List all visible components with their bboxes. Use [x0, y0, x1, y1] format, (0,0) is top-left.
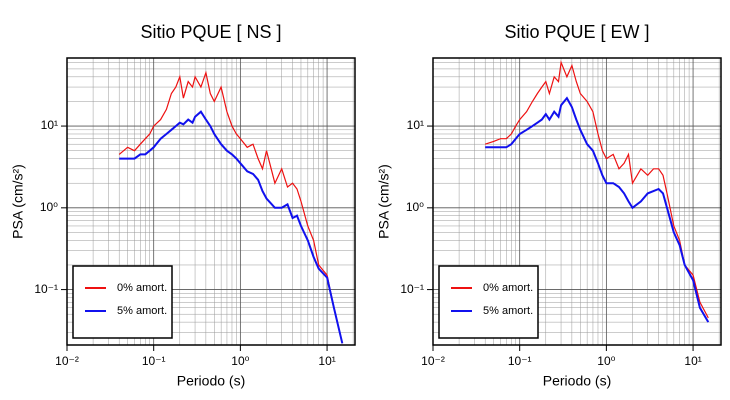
y-tick-label: 10⁰ — [40, 200, 58, 214]
x-tick-label: 10⁻² — [55, 354, 79, 368]
x-tick-label: 10¹ — [684, 354, 701, 368]
legend-label: 5% amort. — [117, 305, 167, 317]
y-tick-label: 10⁻¹ — [34, 282, 58, 296]
y-tick-label: 10¹ — [41, 118, 58, 132]
y-axis-label: PSA (cm/s²) — [376, 164, 392, 239]
legend-label: 0% amort. — [117, 282, 167, 294]
x-tick-label: 10⁰ — [231, 354, 249, 368]
y-axis-label: PSA (cm/s²) — [10, 164, 26, 239]
chart-title: Sitio PQUE [ EW ] — [504, 22, 649, 42]
legend-label: 0% amort. — [483, 282, 533, 294]
x-axis-label: Periodo (s) — [543, 373, 611, 389]
x-tick-label: 10⁻¹ — [142, 354, 166, 368]
data-line — [485, 96, 710, 323]
y-tick-label: 10¹ — [407, 118, 424, 132]
y-tick-label: 10⁻¹ — [400, 282, 424, 296]
data-line — [485, 60, 709, 319]
y-tick-label: 10⁰ — [406, 200, 424, 214]
legend-box — [438, 265, 539, 339]
data-line — [119, 110, 344, 344]
panel: Sitio PQUE [ NS ] Periodo (s) PSA (cm/s²) 1… — [10, 22, 356, 389]
plot-frame — [66, 57, 356, 346]
panel: Sitio PQUE [ EW ] Periodo (s) PSA (cm/s²) 1… — [376, 22, 722, 389]
legend-box — [72, 265, 173, 339]
x-tick-label: 10⁰ — [597, 354, 615, 368]
x-axis-label: Periodo (s) — [177, 373, 245, 389]
data-line — [118, 70, 343, 344]
plot-frame — [432, 57, 722, 346]
x-tick-label: 10⁻² — [421, 354, 445, 368]
chart-title: Sitio PQUE [ NS ] — [140, 22, 281, 42]
x-tick-label: 10⁻¹ — [508, 354, 532, 368]
x-tick-label: 10¹ — [318, 354, 335, 368]
legend-label: 5% amort. — [483, 305, 533, 317]
